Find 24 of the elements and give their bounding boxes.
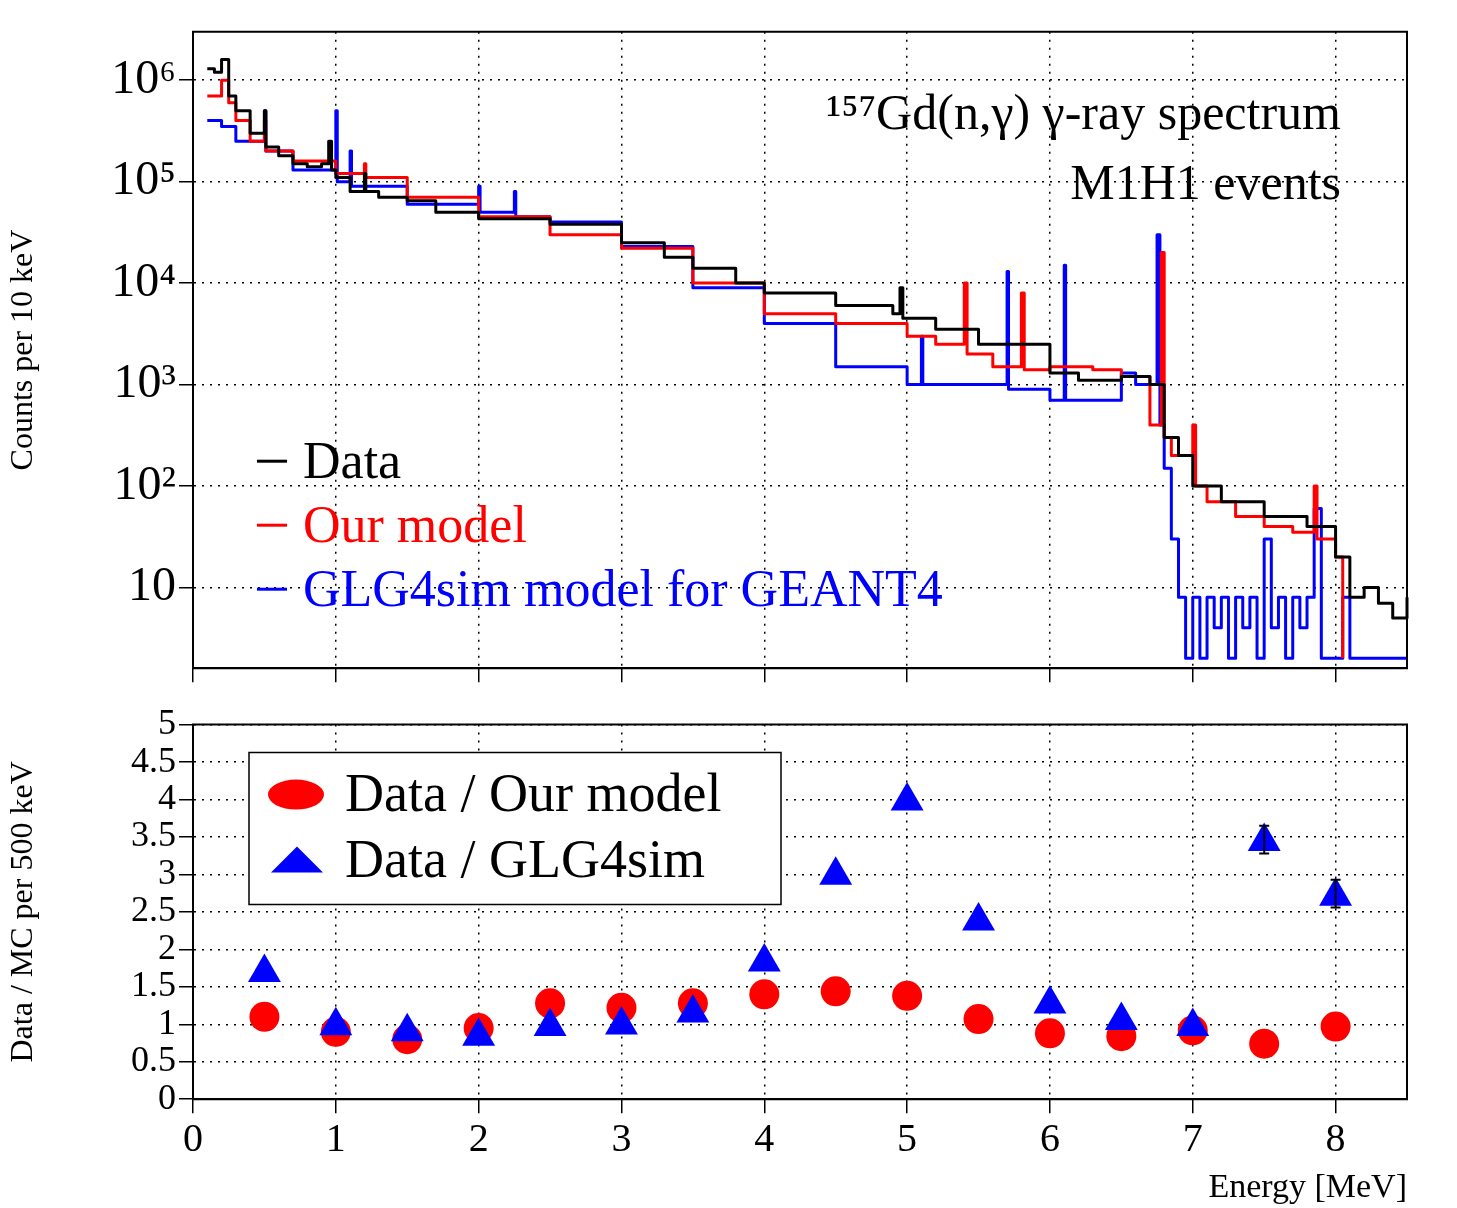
legend-label: Our model — [303, 496, 527, 554]
legend-label: Data / GLG4sim — [345, 828, 705, 889]
y-tick-label: 10³ — [113, 354, 176, 408]
legend-label: Data — [303, 432, 402, 490]
x-tick-label: 3 — [611, 1114, 632, 1160]
y-tick-label: 10 — [128, 557, 176, 611]
x-tick-label: 8 — [1325, 1114, 1346, 1160]
x-tick-label: 4 — [754, 1114, 775, 1160]
y-tick-label: 10⁵ — [111, 151, 176, 205]
text: ¹⁵⁷Gd(n,γ) γ-ray spectrum — [826, 83, 1342, 140]
y-tick-label: 10⁴ — [111, 252, 176, 306]
text: M1H1 events — [1070, 153, 1341, 210]
x-tick-label: 1 — [325, 1114, 346, 1160]
x-tick-label: 7 — [1182, 1114, 1203, 1160]
x-tick-label: 6 — [1039, 1114, 1060, 1160]
legend-label: Data / Our model — [345, 762, 722, 823]
y-tick-label: 10² — [113, 455, 176, 509]
x-tick-label: 5 — [897, 1114, 918, 1160]
x-axis-title: Energy [MeV] — [1208, 1166, 1407, 1204]
x-tick-label: 2 — [468, 1114, 489, 1160]
y-axis-title: Data / MC per 500 keV — [2, 761, 39, 1063]
legend-label: GLG4sim model for GEANT4 — [303, 560, 943, 618]
y-axis-title: Counts per 10 keV — [2, 229, 39, 471]
y-tick-label: 10⁶ — [111, 49, 176, 103]
